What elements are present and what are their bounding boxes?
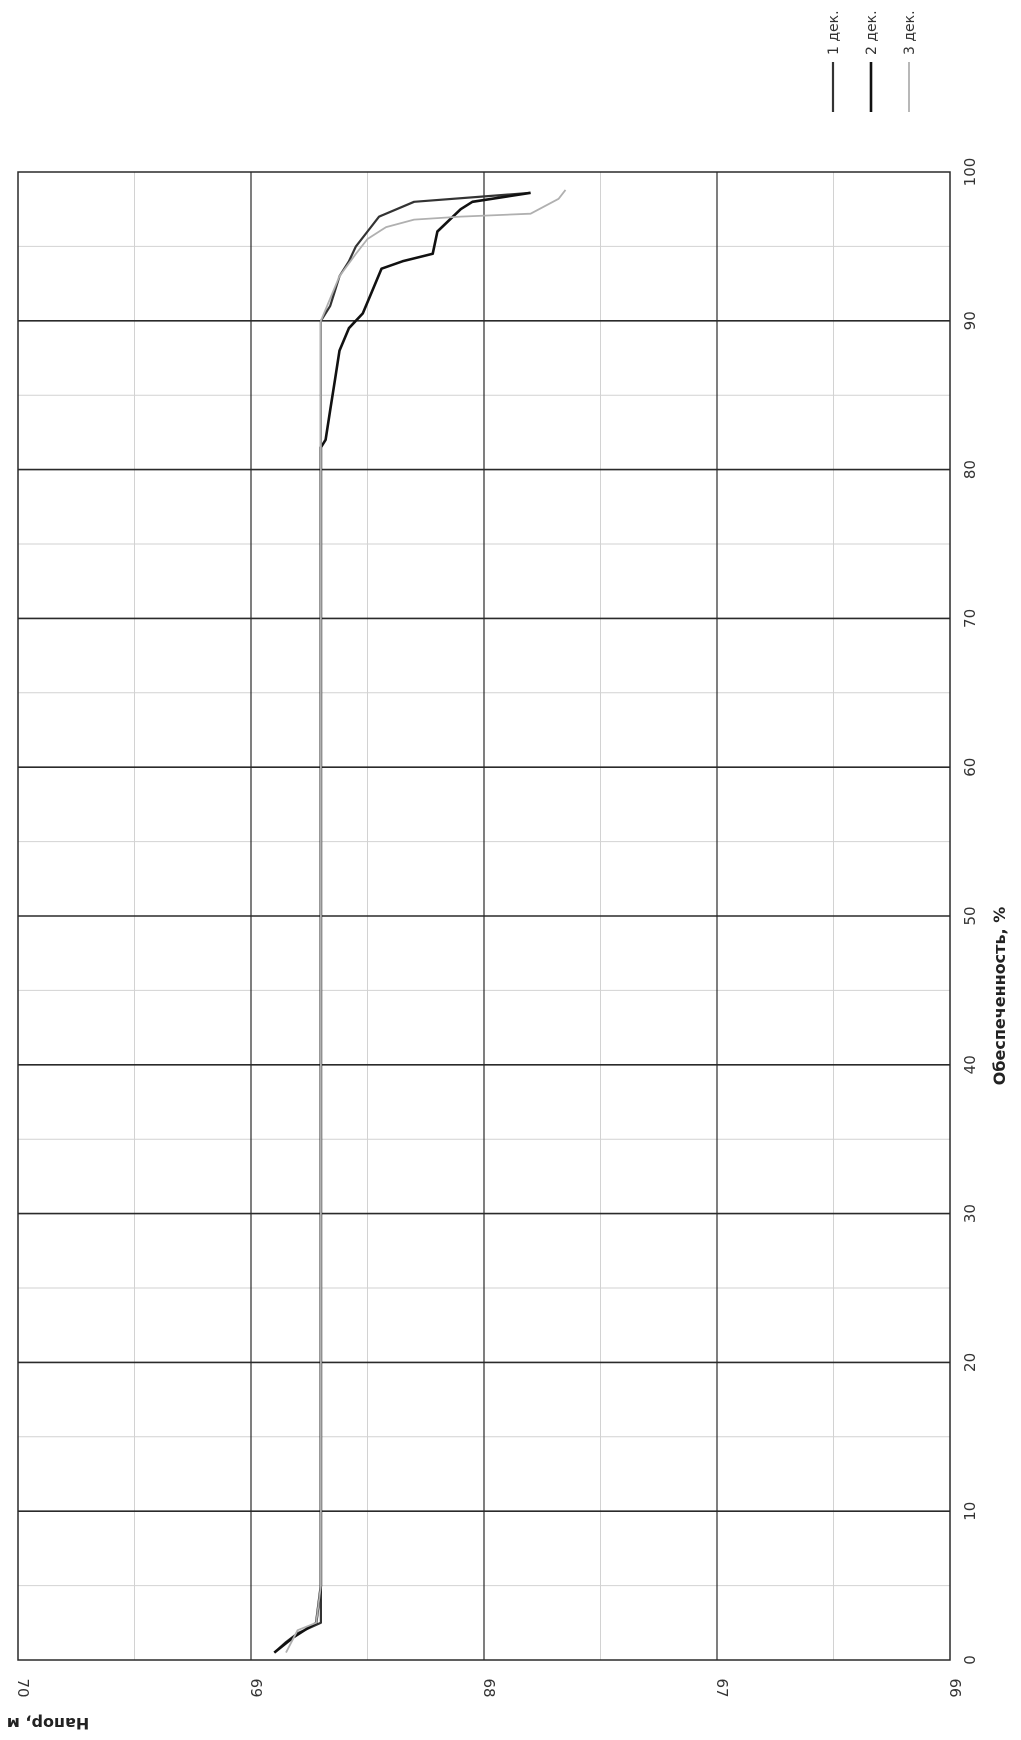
y-axis-title: Напор, м [7, 1714, 89, 1733]
legend-label-3: 3 дек. [902, 10, 918, 55]
x-axis-title: Обеспеченность, % [990, 907, 1009, 1086]
x-tick-label: 30 [961, 1204, 979, 1223]
y-tick-label: 68 [480, 1678, 498, 1697]
series-line-3 [285, 189, 567, 1654]
y-tick-label: 69 [247, 1678, 265, 1697]
x-tick-label: 90 [961, 311, 979, 330]
x-tick-labels: 0 10 20 30 40 50 60 70 80 90 100 [961, 158, 979, 1665]
x-tick-label: 70 [961, 609, 979, 628]
plot-area [17, 171, 951, 1661]
y-tick-label: 70 [14, 1678, 32, 1697]
legend-label-1: 1 дек. [826, 10, 842, 55]
series-line-2 [273, 191, 531, 1654]
x-tick-label: 50 [961, 906, 979, 925]
x-tick-label: 20 [961, 1353, 979, 1372]
y-tick-labels: 70 69 68 67 66 [14, 1678, 964, 1697]
legend: 1 дек. 2 дек. 3 дек. [826, 10, 918, 112]
series-layer [273, 189, 567, 1654]
x-tick-label: 0 [961, 1655, 979, 1665]
x-tick-label: 80 [961, 460, 979, 479]
x-tick-label: 60 [961, 758, 979, 777]
y-tick-label: 66 [946, 1678, 964, 1697]
x-tick-label: 10 [961, 1502, 979, 1521]
x-tick-label: 100 [961, 158, 979, 187]
x-tick-label: 40 [961, 1055, 979, 1074]
series-line-1 [273, 191, 531, 1654]
legend-label-2: 2 дек. [864, 10, 880, 55]
y-tick-label: 67 [713, 1678, 731, 1697]
grid-major [18, 172, 950, 1660]
